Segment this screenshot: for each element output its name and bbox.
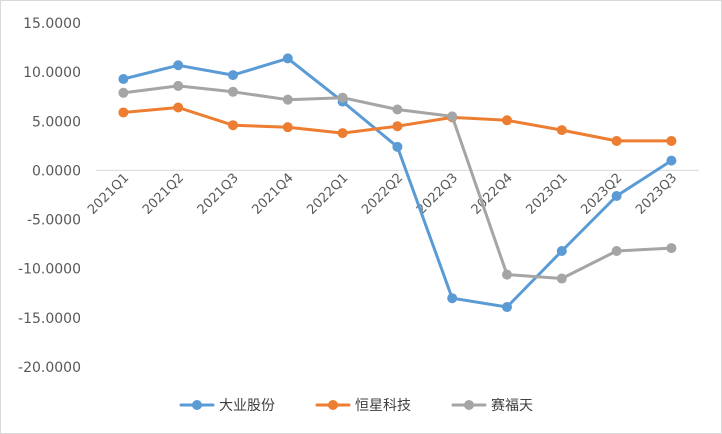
data-point <box>611 135 622 146</box>
x-axis-ticks: 2021Q1 2021Q2 2021Q3 2021Q4 2022Q1 2022Q2 2022… <box>85 171 680 218</box>
y-tick-label: -5.0000 <box>27 213 81 229</box>
legend-marker <box>464 400 474 410</box>
data-point <box>337 92 348 103</box>
legend: 大业股份 恒星科技 赛福天 <box>179 398 533 414</box>
data-point <box>556 246 567 257</box>
data-point <box>666 243 677 254</box>
series-1 <box>118 53 677 313</box>
legend-marker <box>192 400 202 410</box>
data-point <box>392 104 403 115</box>
x-tick-label: 2023Q3 <box>633 171 680 218</box>
legend-item: 赛福天 <box>451 398 533 414</box>
legend-label: 大业股份 <box>219 398 275 414</box>
x-tick-label: 2021Q4 <box>250 171 297 218</box>
data-point <box>282 122 293 133</box>
x-tick-label: 2021Q3 <box>195 171 242 218</box>
y-tick-label: 10.0000 <box>23 65 81 81</box>
data-point <box>447 111 458 122</box>
x-tick-label: 2021Q2 <box>140 171 187 218</box>
x-tick-label: 2023Q1 <box>524 171 571 218</box>
legend-item: 恒星科技 <box>315 398 411 414</box>
data-point <box>556 273 567 284</box>
data-point <box>118 87 129 98</box>
data-point <box>611 246 622 257</box>
data-point <box>666 155 677 166</box>
data-point <box>502 302 512 313</box>
x-tick-label: 2022Q4 <box>469 171 516 218</box>
data-point <box>228 70 238 81</box>
data-point <box>502 269 512 280</box>
data-point <box>173 80 184 91</box>
legend-item: 大业股份 <box>179 398 275 414</box>
data-point <box>282 94 293 105</box>
data-point <box>173 60 184 71</box>
data-point <box>611 190 622 201</box>
data-point <box>447 293 458 304</box>
y-tick-label: -10.0000 <box>18 262 81 278</box>
data-point <box>556 125 567 136</box>
legend-label: 赛福天 <box>491 398 533 414</box>
data-point <box>228 120 238 131</box>
legend-marker <box>328 400 338 410</box>
y-tick-label: -20.0000 <box>18 360 81 376</box>
x-tick-label: 2021Q1 <box>85 171 132 218</box>
y-tick-label: 0.0000 <box>32 163 81 179</box>
data-point <box>118 74 129 85</box>
y-tick-label: 5.0000 <box>32 114 81 130</box>
series-lines <box>118 53 677 313</box>
data-point <box>173 102 184 113</box>
data-point <box>392 121 403 132</box>
data-point <box>392 141 403 152</box>
x-tick-label: 2022Q1 <box>304 171 351 218</box>
y-tick-label: -15.0000 <box>18 311 81 327</box>
data-point <box>502 115 512 126</box>
data-point <box>228 86 238 97</box>
x-tick-label: 2022Q2 <box>359 171 406 218</box>
series-3 <box>118 80 677 284</box>
data-point <box>118 107 129 118</box>
y-tick-label: 15.0000 <box>23 16 81 32</box>
data-point <box>666 135 677 146</box>
data-point <box>282 53 293 64</box>
y-axis-ticks: 15.0000 10.0000 5.0000 0.0000 -5.0000 -10.000… <box>18 16 81 376</box>
data-point <box>337 128 348 139</box>
legend-label: 恒星科技 <box>355 398 411 414</box>
